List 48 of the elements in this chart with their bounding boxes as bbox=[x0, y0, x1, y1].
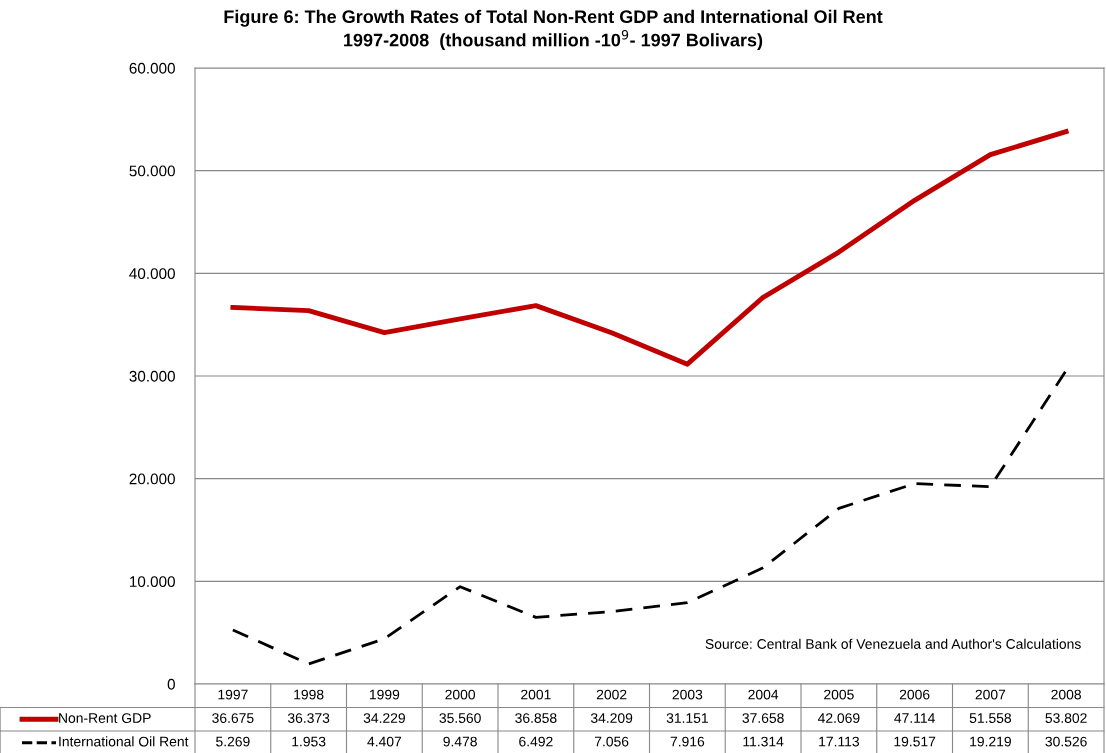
data-label: 30.526 bbox=[1045, 736, 1087, 747]
data-label: 7.056 bbox=[594, 736, 629, 747]
data-label: 36.858 bbox=[515, 713, 557, 723]
data-label: 51.558 bbox=[969, 713, 1012, 723]
line-series bbox=[230, 129, 1069, 367]
data-label: 7.916 bbox=[670, 736, 705, 747]
data-label: 53.802 bbox=[1045, 713, 1087, 723]
x-tick-label: 1999 bbox=[369, 689, 400, 700]
x-tick-label: 2005 bbox=[824, 689, 854, 700]
y-tick-label: 20.000 bbox=[129, 473, 175, 485]
data-label: 35.560 bbox=[439, 713, 481, 723]
x-tick-label: 2003 bbox=[672, 689, 703, 700]
x-tick-label: 2008 bbox=[1051, 689, 1081, 700]
x-tick-label: 1997 bbox=[218, 689, 248, 700]
data-label: 31.151 bbox=[666, 713, 708, 723]
data-label: 34.209 bbox=[590, 713, 633, 723]
x-tick-label: 2007 bbox=[975, 689, 1006, 700]
data-label: 42.069 bbox=[817, 713, 860, 723]
data-label: 36.675 bbox=[212, 713, 254, 723]
data-label: 19.517 bbox=[894, 736, 936, 747]
data-label: 37.658 bbox=[742, 713, 784, 723]
y-tick-label: 40.000 bbox=[129, 268, 175, 280]
data-label: 17.113 bbox=[819, 736, 859, 747]
x-tick-label: 2002 bbox=[596, 689, 627, 700]
x-tick-label: 2006 bbox=[899, 689, 930, 700]
y-tick-label: 60.000 bbox=[129, 62, 175, 74]
data-label: 34.229 bbox=[363, 713, 405, 723]
y-tick-label: 10.000 bbox=[130, 576, 175, 588]
data-label: 4.407 bbox=[367, 736, 402, 747]
chart-title: Figure 6: The Growth Rates of Total Non-Rent GDP and International Oil Rent 1997-2008 (thousand million -10$^{9}$- 1997 Bolivars) bbox=[224, 9, 883, 51]
x-tick-label: 2000 bbox=[445, 689, 476, 700]
y-tick-label: 30.000 bbox=[129, 370, 175, 382]
data-label: 1.953 bbox=[292, 736, 326, 747]
data-label: 19.219 bbox=[970, 736, 1011, 747]
legend-label: International Oil Rent bbox=[59, 736, 189, 747]
data-label: 47.114 bbox=[894, 713, 935, 723]
data-label: 9.478 bbox=[443, 736, 477, 747]
data-label: 11.314 bbox=[743, 736, 784, 747]
x-tick-label: 2004 bbox=[748, 689, 779, 700]
legend-label: Non-Rent GDP bbox=[59, 713, 151, 723]
annotation: Source: Central Bank of Venezuela and Author's Calculations bbox=[705, 638, 1081, 649]
data-label: 6.492 bbox=[519, 736, 553, 747]
data-label: 5.269 bbox=[216, 736, 250, 747]
x-tick-label: 1998 bbox=[294, 689, 324, 700]
y-tick-label: 0 bbox=[167, 678, 175, 690]
x-tick-label: 2001 bbox=[521, 689, 551, 700]
y-tick-label: 50.000 bbox=[129, 165, 175, 177]
data-label: 36.373 bbox=[287, 713, 330, 723]
